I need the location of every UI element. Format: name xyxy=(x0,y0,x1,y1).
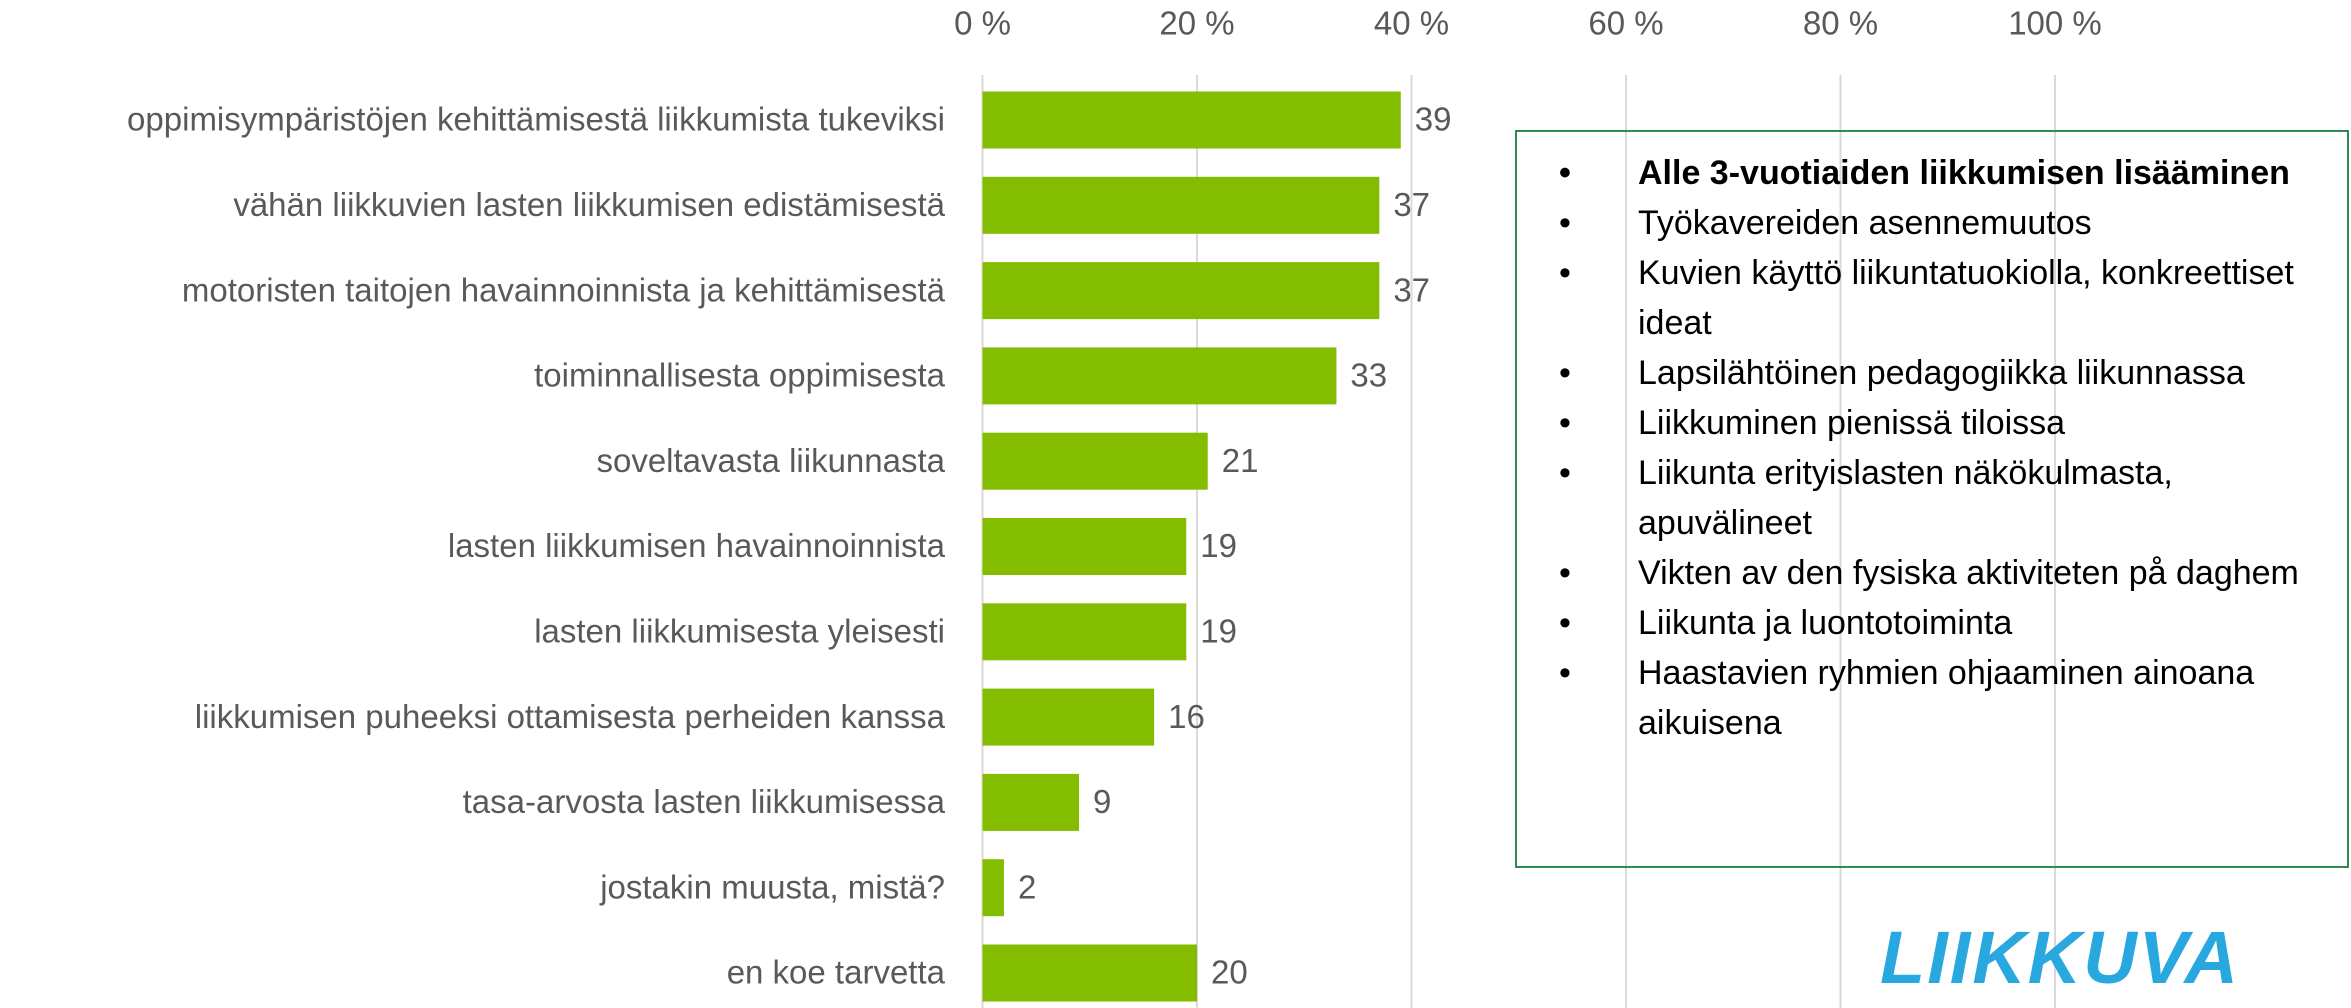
bar xyxy=(982,688,1155,746)
value-label: 37 xyxy=(1393,271,1430,308)
x-tick-label: 100 % xyxy=(2008,5,2102,42)
category-label: motoristen taitojen havainnoinnista ja k… xyxy=(182,271,946,308)
bullet-item: Liikunta erityislasten näkökulmasta, apu… xyxy=(1517,448,2337,548)
x-tick-label: 80 % xyxy=(1803,5,1878,42)
x-tick-label: 40 % xyxy=(1374,5,1449,42)
bullet-item: Liikkuminen pienissä tiloissa xyxy=(1517,398,2337,448)
bullet-item: Liikunta ja luontotoiminta xyxy=(1517,598,2337,648)
value-label: 2 xyxy=(1018,868,1036,905)
value-label: 39 xyxy=(1415,101,1452,138)
bullet-item: Haastavien ryhmien ohjaaminen ainoana ai… xyxy=(1517,648,2337,748)
category-label: en koe tarvetta xyxy=(727,954,946,991)
bar xyxy=(982,944,1197,1002)
x-tick-label: 0 % xyxy=(954,5,1011,42)
bar xyxy=(982,773,1080,831)
logo: LIIKKUVA xyxy=(1880,916,2240,999)
bullet-item: Lapsilähtöinen pedagogiikka liikunnassa xyxy=(1517,348,2337,398)
bar xyxy=(982,262,1380,320)
category-label: oppimisympäristöjen kehittämisestä liikk… xyxy=(127,101,945,138)
category-label: vähän liikkuvien lasten liikkumisen edis… xyxy=(233,186,945,223)
category-label: jostakin muusta, mistä? xyxy=(599,868,945,905)
category-label: toiminnallisesta oppimisesta xyxy=(534,357,946,394)
value-label: 19 xyxy=(1200,613,1237,650)
category-label: tasa-arvosta lasten liikkumisessa xyxy=(463,783,946,820)
bar xyxy=(982,432,1208,490)
bar xyxy=(982,518,1187,575)
category-label: liikkumisen puheeksi ottamisesta perheid… xyxy=(195,698,946,735)
bar xyxy=(982,176,1380,234)
value-label: 19 xyxy=(1200,527,1237,564)
x-tick-label: 60 % xyxy=(1588,5,1663,42)
category-label: lasten liikkumisen havainnoinnista xyxy=(448,527,946,564)
value-label: 16 xyxy=(1168,698,1205,735)
bullet-item: Työkavereiden asennemuutos xyxy=(1517,198,2337,248)
value-label: 33 xyxy=(1350,357,1387,394)
bar xyxy=(982,603,1187,661)
x-tick-label: 20 % xyxy=(1159,5,1234,42)
bullet-list: Alle 3-vuotiaiden liikkumisen lisääminen… xyxy=(1517,148,2337,748)
bar xyxy=(982,91,1401,149)
text-box: Alle 3-vuotiaiden liikkumisen lisääminen… xyxy=(1515,130,2349,868)
bullet-item: Kuvien käyttö liikuntatuokiolla, konkree… xyxy=(1517,248,2337,348)
category-label: lasten liikkumisesta yleisesti xyxy=(534,613,945,650)
value-label: 21 xyxy=(1222,442,1259,479)
bar xyxy=(982,859,1004,917)
category-label: soveltavasta liikunnasta xyxy=(596,442,945,479)
value-label: 20 xyxy=(1211,954,1248,991)
bar xyxy=(982,347,1337,405)
bullet-item: Alle 3-vuotiaiden liikkumisen lisääminen xyxy=(1517,148,2337,198)
value-label: 9 xyxy=(1093,783,1111,820)
value-label: 37 xyxy=(1393,186,1430,223)
bullet-item: Vikten av den fysiska aktiviteten på dag… xyxy=(1517,548,2337,598)
